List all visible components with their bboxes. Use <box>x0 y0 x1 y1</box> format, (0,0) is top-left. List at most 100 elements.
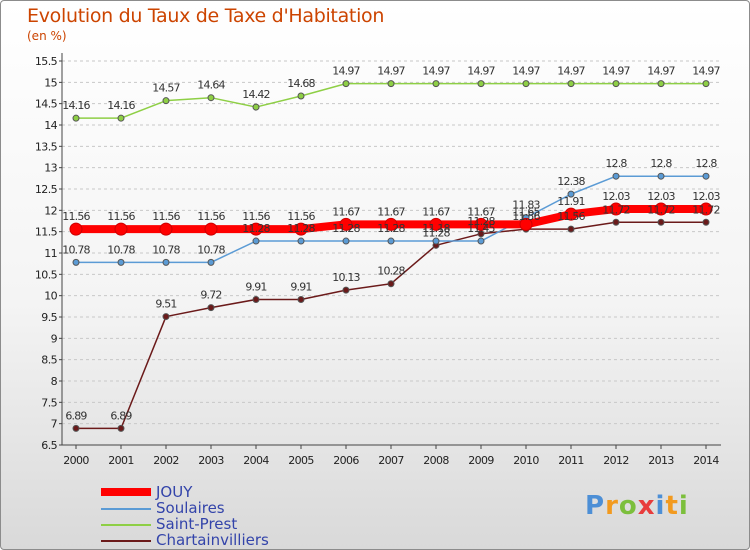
data-label: 14.57 <box>152 82 180 95</box>
logo-letter: x <box>637 491 656 521</box>
x-tick-label: 2011 <box>558 454 584 467</box>
legend-swatch-soulaires <box>101 508 151 510</box>
data-point <box>342 237 350 245</box>
data-label: 11.18 <box>422 222 450 235</box>
data-point <box>252 237 260 245</box>
data-point <box>207 304 215 312</box>
data-point <box>342 80 350 88</box>
data-point <box>522 80 530 88</box>
data-label: 12.8 <box>605 157 627 170</box>
data-point <box>162 313 170 321</box>
data-label: 14.42 <box>242 88 270 101</box>
data-label: 10.78 <box>107 243 135 256</box>
data-point <box>204 222 218 236</box>
data-label: 11.67 <box>467 205 495 218</box>
data-label: 11.45 <box>467 222 495 235</box>
y-tick-label: 7.5 <box>41 396 57 409</box>
data-label: 11.28 <box>467 215 495 228</box>
data-label: 12.8 <box>695 157 717 170</box>
data-label: 11.67 <box>377 205 405 218</box>
data-label: 11.56 <box>62 210 90 223</box>
data-point <box>432 237 440 245</box>
data-label: 14.16 <box>62 99 90 112</box>
data-label: 10.78 <box>62 243 90 256</box>
data-label: 11.83 <box>512 199 540 212</box>
data-label: 14.97 <box>332 65 360 78</box>
x-tick-label: 2013 <box>648 454 674 467</box>
data-point <box>654 202 668 216</box>
data-label: 11.56 <box>152 210 180 223</box>
data-label: 11.28 <box>242 222 270 235</box>
y-tick-label: 10.5 <box>35 268 58 281</box>
legend-swatch-saint-prest <box>101 524 151 526</box>
data-label: 11.67 <box>422 205 450 218</box>
unit-note: (en %) <box>27 29 67 43</box>
x-tick-label: 2003 <box>198 454 224 467</box>
data-point <box>387 80 395 88</box>
data-point <box>702 218 710 226</box>
data-point <box>117 258 125 266</box>
data-point <box>702 172 710 180</box>
x-tick-label: 2012 <box>603 454 629 467</box>
data-point <box>609 202 623 216</box>
legend-label-chartainvilliers: Chartainvilliers <box>156 531 269 549</box>
data-point <box>297 237 305 245</box>
y-tick-label: 15.5 <box>35 55 58 68</box>
data-label: 14.16 <box>107 99 135 112</box>
data-point <box>612 80 620 88</box>
data-label: 6.89 <box>65 409 87 422</box>
data-label: 14.97 <box>557 65 585 78</box>
data-point <box>657 218 665 226</box>
data-label: 12.03 <box>692 190 720 203</box>
data-label: 12.38 <box>557 175 585 188</box>
legend-label-jouy: JOUY <box>156 483 193 501</box>
x-tick-label: 2001 <box>108 454 134 467</box>
y-tick-label: 9 <box>51 332 58 345</box>
data-label: 14.97 <box>692 65 720 78</box>
legend-swatch-jouy <box>101 488 151 496</box>
data-point <box>387 237 395 245</box>
y-tick-label: 6.5 <box>41 439 57 452</box>
data-point <box>429 217 443 231</box>
y-tick-label: 8 <box>51 375 58 388</box>
x-tick-label: 2009 <box>468 454 494 467</box>
data-label: 14.97 <box>647 65 675 78</box>
data-label: 12.03 <box>602 190 630 203</box>
data-point <box>567 80 575 88</box>
y-tick-label: 15 <box>44 76 57 89</box>
data-point <box>477 237 485 245</box>
data-point <box>432 80 440 88</box>
data-point <box>612 218 620 226</box>
legend-label-soulaires: Soulaires <box>156 499 225 517</box>
data-point <box>387 280 395 288</box>
data-point <box>297 92 305 100</box>
data-point <box>474 217 488 231</box>
y-tick-label: 13.5 <box>35 140 58 153</box>
data-point <box>69 222 83 236</box>
data-label: 11.56 <box>107 210 135 223</box>
x-tick-label: 2014 <box>693 454 719 467</box>
legend-swatch-chartainvilliers <box>101 540 151 542</box>
data-label: 12.03 <box>647 190 675 203</box>
data-label: 9.51 <box>155 298 176 311</box>
legend-label-saint-prest: Saint-Prest <box>156 515 238 533</box>
logo-letter: i <box>655 491 666 521</box>
data-point <box>657 80 665 88</box>
y-tick-label: 10 <box>44 290 57 303</box>
data-label: 9.91 <box>245 281 266 294</box>
data-label: 10.78 <box>197 243 225 256</box>
data-point <box>117 114 125 122</box>
y-tick-label: 12.5 <box>35 183 58 196</box>
data-point <box>252 296 260 304</box>
data-label: 9.91 <box>290 281 311 294</box>
data-label: 11.72 <box>602 203 630 216</box>
x-tick-label: 2008 <box>423 454 449 467</box>
data-point <box>297 296 305 304</box>
data-label: 14.97 <box>422 65 450 78</box>
data-point <box>294 222 308 236</box>
y-tick-label: 14 <box>44 119 57 132</box>
data-label: 14.97 <box>377 65 405 78</box>
data-label: 14.97 <box>602 65 630 78</box>
y-tick-label: 11.5 <box>35 226 58 239</box>
y-tick-label: 12 <box>44 204 57 217</box>
